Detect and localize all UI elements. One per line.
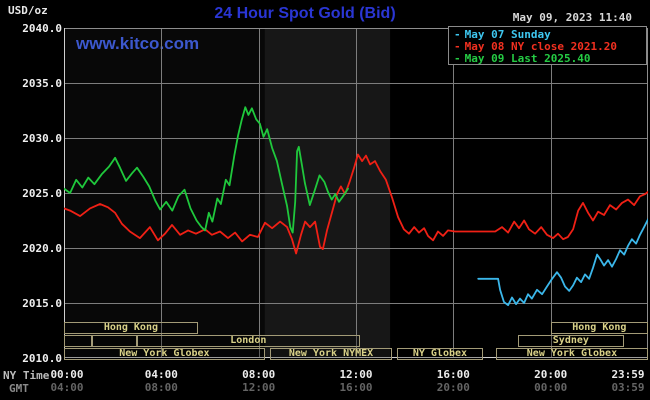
session-box-london: London [137,335,360,347]
session-label: Sydney [552,336,589,346]
price-line-may-08-ny-close-2021-20 [64,153,648,255]
ny-time-tick-label: 04:00 [144,368,178,381]
kitco-watermark-link[interactable]: www.kitco.com [76,34,200,53]
session-label: London [230,336,267,346]
y-tick-label: 2030.0 [22,131,62,145]
y-tick-label: 2040.0 [22,21,62,35]
y-tick-label: 2010.0 [22,351,62,365]
legend: - May 07 Sunday - May 08 NY close 2021.20- M… [448,26,647,65]
price-plot-area [64,28,648,358]
y-tick-label: 2020.0 [22,241,62,255]
session-box-hong-kong: Hong Kong [550,322,648,334]
gmt-tick-label: 20:00 [436,381,470,394]
session-label: Hong Kong [572,323,627,333]
session-box-ny-globex: NY Globex [397,348,483,360]
legend-entry: - May 08 NY close 2021.20 [454,39,646,53]
price-line-may-07-sunday [477,218,648,307]
ny-time-axis-label: NY Time [3,369,50,382]
ny-time-tick-label: 23:59 [611,368,645,381]
chart-title: 24 Hour Spot Gold (Bid) [214,5,396,22]
legend-label: May 09 Last 2025.40 [464,51,591,65]
session-box-new-york-nymex: New York NYMEX [269,348,393,360]
legend-dash-icon: - [454,27,461,41]
gmt-tick-label: 08:00 [144,381,178,394]
session-box-hong-kong: Hong Kong [64,322,198,334]
gmt-tick-label: 12:00 [242,381,276,394]
y-tick-label: 2015.0 [22,296,62,310]
legend-entry: - May 09 Last 2025.40 [454,51,646,65]
ny-time-tick-label: 16:00 [436,368,470,381]
gmt-tick-label: 04:00 [50,381,84,394]
y-tick-label: 2035.0 [22,76,62,90]
legend-dash-icon: - [454,51,461,65]
ny-time-tick-label: 00:00 [50,368,84,381]
y-axis-unit-label: USD/oz [8,4,48,17]
session-box-new-york-globex: New York Globex [64,348,265,360]
legend-dash-icon: - [454,39,461,53]
session-label: New York Globex [526,349,618,359]
session-label: New York Globex [119,349,210,359]
session-label: Hong Kong [103,323,158,333]
legend-entry: - May 07 Sunday [454,27,646,41]
gmt-tick-label: 16:00 [339,381,373,394]
legend-label: May 08 NY close 2021.20 [464,39,617,53]
session-box [91,335,137,347]
session-box [64,335,92,347]
gmt-tick-label: 03:59 [611,381,645,394]
price-line-may-09-last-2025-40 [64,106,349,234]
session-label: NY Globex [412,349,468,359]
legend-label: May 07 Sunday [464,27,551,41]
y-tick-label: 2025.0 [22,186,62,200]
session-box-sydney: Sydney [518,335,624,347]
ny-time-tick-label: 12:00 [339,368,373,381]
ny-time-tick-label: 08:00 [242,368,276,381]
gmt-axis-label: GMT [9,382,29,395]
gmt-tick-label: 00:00 [534,381,568,394]
ny-time-tick-label: 20:00 [534,368,568,381]
chart-timestamp: May 09, 2023 11:40 [512,11,632,24]
session-box-new-york-globex: New York Globex [495,348,648,360]
session-label: New York NYMEX [288,349,374,359]
